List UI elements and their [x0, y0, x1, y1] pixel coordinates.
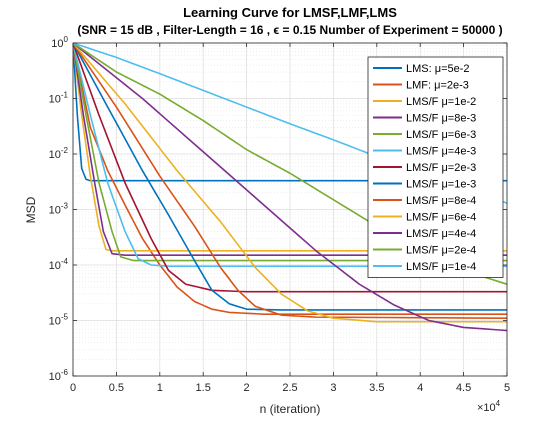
series-line-10	[73, 43, 507, 323]
y-axis-label: MSD	[24, 196, 38, 223]
legend-label: LMS/F μ=8e-4	[406, 195, 476, 207]
series-line-11	[73, 43, 507, 332]
x-tick-label: 1	[157, 382, 163, 394]
legend-label: LMS/F μ=6e-4	[406, 212, 476, 224]
y-tick-exp: 0	[64, 35, 69, 44]
y-tick-base: 10	[49, 94, 61, 106]
x-multiplier: ×104	[477, 399, 501, 414]
y-tick-exp: -4	[61, 257, 69, 266]
x-tick-label: 2.5	[282, 382, 297, 394]
x-tick-label: 4.5	[456, 382, 471, 394]
x-tick-label: 5	[504, 382, 510, 394]
legend-label: LMS/F μ=6e-3	[406, 129, 476, 141]
series-line-1	[73, 43, 507, 182]
series-line-4	[73, 43, 507, 257]
y-tick-label: 10-4	[49, 257, 69, 272]
legend-label: LMS/F μ=1e-4	[406, 261, 476, 273]
x-tick-label: 1.5	[196, 382, 211, 394]
series-line-3	[73, 43, 507, 252]
x-tick-label: 0	[70, 382, 76, 394]
y-tick-exp: -6	[61, 368, 69, 377]
axis-ticks: 0 0.5 1 1.5 2 2.5 3 3.5 4 4.5 510-610-510-410-310-…	[49, 35, 510, 394]
y-tick-base: 10	[51, 38, 63, 50]
y-tick-label: 10-3	[49, 202, 69, 217]
y-tick-exp: -5	[61, 313, 69, 322]
y-tick-base: 10	[49, 205, 61, 217]
x-multiplier-base: ×10	[477, 402, 496, 414]
legend-label: LMS/F μ=2e-4	[406, 245, 476, 257]
legend-label: LMF: μ=2e-3	[406, 80, 469, 92]
x-tick-label: 3	[330, 382, 336, 394]
y-tick-exp: -1	[61, 91, 69, 100]
x-tick-label: 4	[417, 382, 423, 394]
x-axis-label: n (iteration)	[260, 402, 321, 416]
y-tick-base: 10	[49, 149, 61, 161]
series-line-9	[73, 43, 507, 319]
series-layer	[73, 43, 507, 332]
y-tick-label: 10-1	[49, 91, 69, 106]
chart-subtitle: (SNR = 15 dB , Filter-Length = 16 , ϵ = …	[77, 23, 502, 37]
legend-label: LMS/F μ=2e-3	[406, 162, 476, 174]
x-multiplier-exp: 4	[496, 399, 501, 408]
legend-label: LMS/F μ=1e-2	[406, 96, 476, 108]
series-line-7	[73, 43, 507, 293]
y-tick-label: 10-5	[49, 313, 69, 328]
legend-label: LMS/F μ=1e-3	[406, 179, 476, 191]
y-tick-base: 10	[49, 260, 61, 272]
chart-title: Learning Curve for LMSF,LMF,LMS	[183, 5, 397, 20]
y-tick-exp: -2	[61, 146, 69, 155]
y-tick-label: 10-2	[49, 146, 69, 161]
y-tick-base: 10	[49, 316, 61, 328]
y-tick-label: 100	[51, 35, 68, 50]
x-tick-label: 3.5	[369, 382, 384, 394]
series-line-5	[73, 43, 507, 262]
y-tick-base: 10	[49, 371, 61, 383]
legend-label: LMS: μ=5e-2	[406, 63, 470, 75]
y-tick-label: 10-6	[49, 368, 69, 383]
x-tick-label: 0.5	[109, 382, 124, 394]
legend-label: LMS/F μ=4e-3	[406, 146, 476, 158]
series-line-2	[73, 43, 507, 315]
x-tick-label: 2	[244, 382, 250, 394]
legend: LMS: μ=5e-2 LMF: μ=2e-3 LMS/F μ=1e-2 LMS/F …	[367, 56, 504, 278]
legend-label: LMS/F μ=8e-3	[406, 113, 476, 125]
legend-label: LMS/F μ=4e-4	[406, 228, 476, 240]
y-tick-exp: -3	[61, 202, 69, 211]
